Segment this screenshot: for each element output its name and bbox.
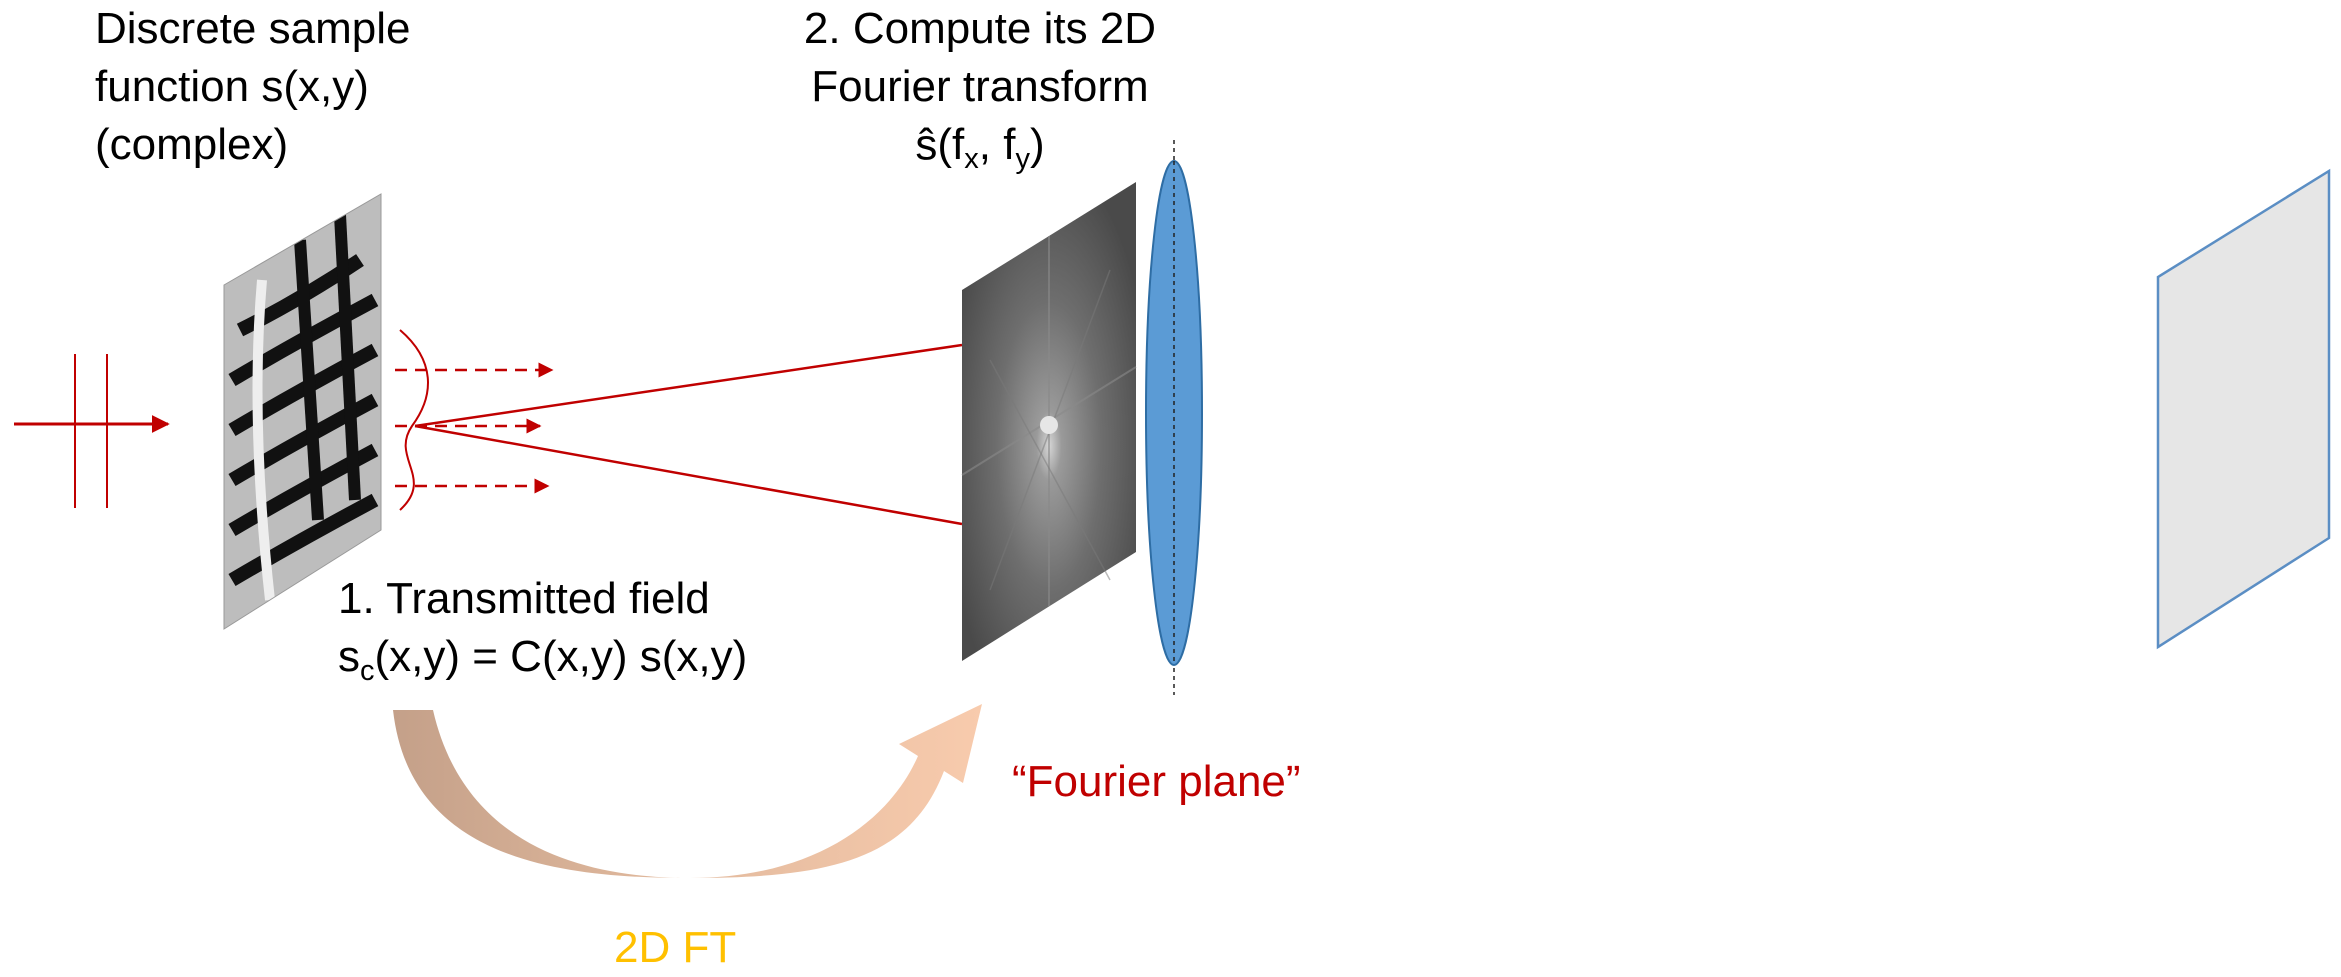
transmitted-wave (395, 329, 554, 511)
transmitted-label: 1. Transmitted field sc(x,y) = C(x,y) s(… (338, 570, 747, 686)
compute-label: 2. Compute its 2D Fourier transform ŝ(fx… (770, 0, 1190, 174)
lens (1145, 140, 1203, 695)
compute-label-formula: ŝ(fx, fy) (915, 120, 1045, 175)
sample-label-line2: function s(x,y) (95, 62, 369, 111)
sample-label-line3: (complex) (95, 120, 289, 169)
zebra-sample-image (223, 193, 382, 630)
compute-label-line1: 2. Compute its 2D (803, 4, 1157, 53)
transmitted-label-line1: 1. Transmitted field (338, 574, 710, 623)
transmitted-label-formula: sc(x,y) = C(x,y) s(x,y) (338, 632, 748, 687)
incident-wave (14, 354, 170, 508)
fourier-plane-label: “Fourier plane” (1012, 757, 1301, 806)
detector-screen (2156, 168, 2331, 650)
ft-arrow-label: 2D FT (614, 923, 737, 972)
sample-label-line1: Discrete sample (95, 4, 411, 53)
compute-label-line2: Fourier transform (811, 62, 1149, 111)
fourier-spectrum-image (961, 182, 1137, 661)
sample-label: Discrete sample function s(x,y) (complex… (95, 0, 410, 174)
ray-lines (414, 343, 963, 526)
ft-curved-arrow (393, 704, 982, 878)
